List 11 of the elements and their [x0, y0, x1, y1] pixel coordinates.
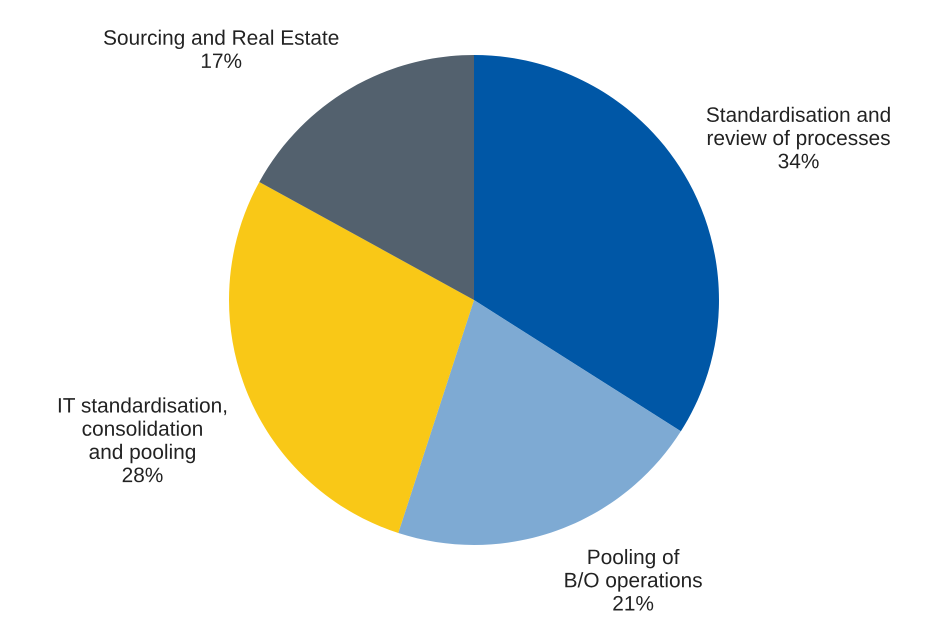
slice-label: Sourcing and Real Estate [104, 30, 338, 50]
pie-slice [259, 55, 474, 300]
data-label: 17% [202, 53, 242, 68]
slice-label: IT standardisation, consolidation and pooling [58, 397, 226, 464]
pie-slice [229, 182, 474, 534]
pie-slice [398, 300, 681, 545]
data-label: 34% [778, 154, 819, 168]
slice-label: Pooling of B/O operations [565, 548, 702, 592]
data-label: 21% [613, 596, 654, 611]
slice-label: Standardisation and review of processes [706, 106, 890, 150]
data-label: 28% [122, 468, 163, 482]
